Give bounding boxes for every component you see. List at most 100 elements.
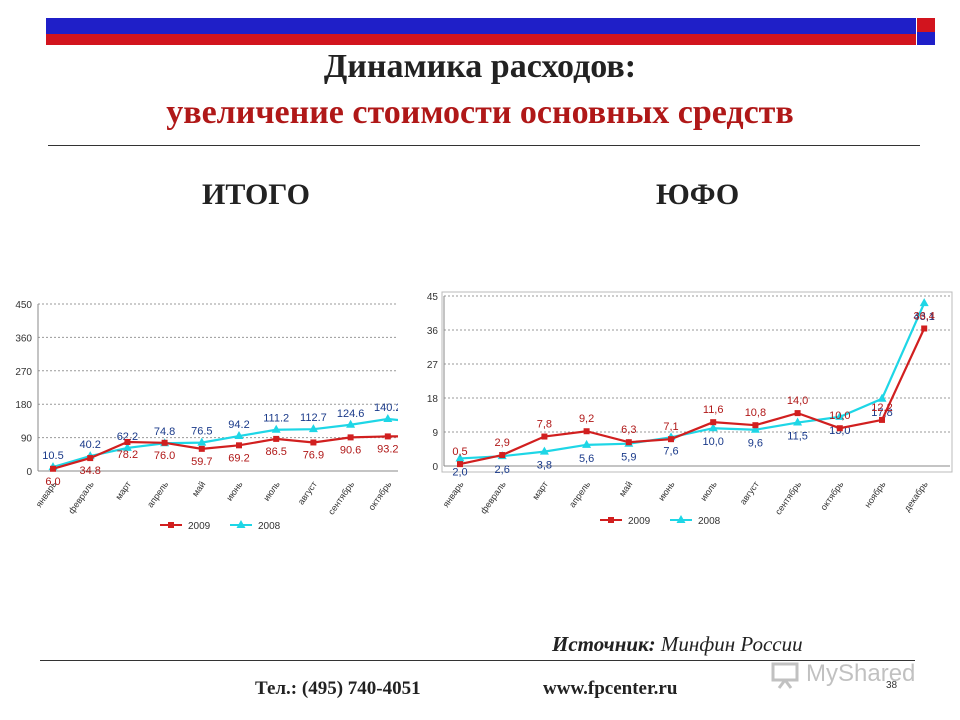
data-label-2009: 69.2 xyxy=(228,452,249,464)
y-tick-label: 36 xyxy=(427,326,439,337)
data-label-2008: 2,0 xyxy=(452,466,467,478)
data-label-2009: 34.8 xyxy=(79,465,100,477)
y-tick-label: 90 xyxy=(21,434,33,445)
data-point-2009 xyxy=(625,439,632,446)
data-point-2008 xyxy=(877,393,887,402)
data-label-2008: 76.5 xyxy=(191,426,212,438)
data-label-2009: 2,9 xyxy=(495,437,510,449)
x-tick-label: декабрь xyxy=(902,479,930,513)
chart-frame xyxy=(441,291,953,473)
x-tick-label: ноябрь xyxy=(862,479,887,509)
data-label-2008: 112.7 xyxy=(300,412,327,424)
x-tick-label: июнь xyxy=(224,479,245,503)
data-label-2008: 140.2 xyxy=(374,402,398,414)
x-tick-label: июль xyxy=(698,479,719,503)
x-tick-label: май xyxy=(190,479,208,498)
data-label-2009: 90.6 xyxy=(340,444,361,456)
x-tick-label: август xyxy=(738,479,761,506)
legend-label: 2008 xyxy=(258,521,281,532)
data-label-2008: 5,9 xyxy=(621,452,636,464)
x-tick-label: август xyxy=(296,479,319,506)
y-tick-label: 0 xyxy=(26,467,32,478)
data-point-2009 xyxy=(50,465,56,472)
data-point-2009 xyxy=(347,434,354,441)
x-tick-label: апрель xyxy=(567,479,592,509)
data-point-2008 xyxy=(919,298,929,307)
data-label-2009: 10,8 xyxy=(745,407,766,419)
data-point-2009 xyxy=(161,439,168,446)
corner-blue-block xyxy=(917,32,935,45)
data-point-2009 xyxy=(198,445,205,452)
x-tick-label: май xyxy=(617,479,635,498)
data-point-2008 xyxy=(122,442,132,451)
data-label-2009: 76.9 xyxy=(303,449,324,461)
footer-website[interactable]: www.fpcenter.ru xyxy=(543,678,678,699)
legend-marker xyxy=(676,515,686,523)
data-point-2008 xyxy=(271,424,281,433)
page-number: 38 xyxy=(886,680,898,691)
data-label-2008: 124.6 xyxy=(337,408,365,420)
y-tick-label: 270 xyxy=(15,367,32,378)
data-label-2008: 2,6 xyxy=(495,464,510,476)
data-label-2008: 40.2 xyxy=(79,439,100,451)
data-point-2008 xyxy=(455,453,465,462)
data-point-2009 xyxy=(836,425,843,432)
legend-label: 2009 xyxy=(628,516,651,527)
slide-title: Динамика расходов: xyxy=(323,48,637,85)
source-note: Источник: Минфин России xyxy=(552,632,803,657)
x-tick-label: октябрь xyxy=(366,479,393,512)
data-point-2009 xyxy=(499,452,506,459)
heading-total: ИТОГО xyxy=(202,178,310,211)
data-label-2009: 7,1 xyxy=(663,421,678,433)
y-tick-label: 180 xyxy=(15,400,32,411)
y-tick-label: 27 xyxy=(427,360,439,371)
legend-label: 2008 xyxy=(698,516,721,527)
x-tick-label: сентябрь xyxy=(326,479,356,516)
data-label-2008: 111.2 xyxy=(263,413,289,425)
series-line-2008 xyxy=(459,302,926,460)
data-label-2008: 74.8 xyxy=(154,426,175,438)
data-label-2008: 9,6 xyxy=(748,438,763,450)
data-label-2008: 7,6 xyxy=(663,445,678,457)
data-point-2008 xyxy=(197,437,207,446)
x-tick-label: сентябрь xyxy=(773,479,803,516)
data-point-2009 xyxy=(794,410,801,417)
data-label-2009: 6,3 xyxy=(621,424,636,436)
data-point-2009 xyxy=(921,325,928,332)
footer-divider xyxy=(40,660,915,661)
data-label-2008: 5,6 xyxy=(579,453,594,465)
data-label-2009: 0,5 xyxy=(452,446,467,458)
legend-marker xyxy=(236,520,246,528)
y-tick-label: 360 xyxy=(15,333,32,344)
data-point-2009 xyxy=(879,416,885,423)
data-label-2009: 10,0 xyxy=(829,410,850,422)
data-label-2009: 76.0 xyxy=(154,450,175,462)
legend-label: 2009 xyxy=(188,521,211,532)
data-point-2009 xyxy=(310,439,317,446)
data-point-2008 xyxy=(708,423,718,432)
data-label-2009: 86.5 xyxy=(265,446,286,458)
data-point-2009 xyxy=(236,442,242,449)
data-label-2008: 10,0 xyxy=(702,436,723,448)
y-tick-label: 18 xyxy=(427,394,439,405)
data-label-2009: 78.2 xyxy=(117,449,138,461)
data-point-2009 xyxy=(124,438,131,445)
data-point-2009 xyxy=(541,433,548,440)
data-point-2008 xyxy=(308,424,318,433)
chart-yufo-container: 0 9 18 27 36 45 январь февраль март апрель май июнь… xyxy=(414,286,960,536)
watermark: MyShared xyxy=(770,660,930,690)
data-label-2008: 10.5 xyxy=(42,450,63,462)
data-label-2009: 93.2 xyxy=(377,443,398,455)
data-label-2009: 14,0 xyxy=(787,395,808,407)
y-tick-label: 450 xyxy=(15,300,32,311)
series-line-2008 xyxy=(52,417,426,469)
data-label-2009: 9,2 xyxy=(579,413,594,425)
data-point-2009 xyxy=(710,419,717,426)
y-tick-label: 45 xyxy=(427,292,439,303)
data-point-2008 xyxy=(539,446,549,455)
footer-phone: Тел.: (495) 740-4051 xyxy=(255,678,421,699)
slide-subtitle: увеличение стоимости основных средств xyxy=(166,94,794,131)
data-point-2009 xyxy=(583,428,590,435)
data-label-2008: 62.2 xyxy=(117,431,138,443)
